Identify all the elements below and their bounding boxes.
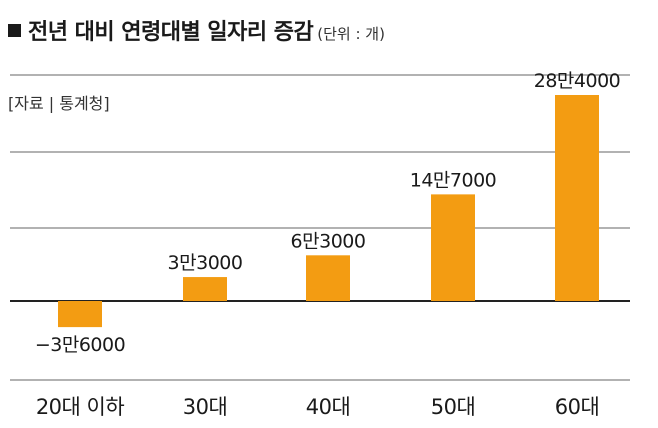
value-label-3: 6만3000 bbox=[291, 230, 366, 252]
bar-3 bbox=[306, 255, 350, 301]
value-label-4: 14만7000 bbox=[410, 169, 497, 191]
bar-4 bbox=[431, 194, 475, 301]
bar-2 bbox=[183, 277, 227, 301]
category-label-1: 20대 이하 bbox=[36, 395, 125, 419]
title-bullet-icon bbox=[8, 24, 21, 37]
chart-title-block: 전년 대비 연령대별 일자리 증감 (단위 : 개) bbox=[8, 14, 385, 46]
category-label-2: 30대 bbox=[183, 395, 228, 419]
unit-label: (단위 : 개) bbox=[317, 25, 385, 43]
chart-title: 전년 대비 연령대별 일자리 증감 bbox=[28, 20, 314, 45]
category-label-3: 40대 bbox=[306, 395, 351, 419]
value-label-2: 3만3000 bbox=[168, 252, 243, 274]
value-label-5: 28만4000 bbox=[534, 70, 621, 92]
category-label-4: 50대 bbox=[431, 395, 476, 419]
source-label: [자료 | 통계청] bbox=[8, 94, 110, 113]
category-label-5: 60대 bbox=[555, 395, 600, 419]
bar-1 bbox=[58, 301, 102, 328]
value-label-1: −3만6000 bbox=[35, 334, 125, 356]
bar-5 bbox=[555, 95, 599, 301]
